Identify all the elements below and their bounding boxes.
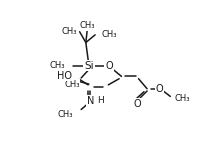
Text: O: O bbox=[133, 99, 140, 109]
Text: Si: Si bbox=[84, 61, 93, 71]
Text: CH₃: CH₃ bbox=[61, 27, 76, 36]
Text: CH₃: CH₃ bbox=[49, 61, 65, 70]
Text: CH₃: CH₃ bbox=[101, 30, 116, 39]
Text: HO: HO bbox=[57, 71, 72, 81]
Text: O: O bbox=[155, 84, 162, 94]
Text: N: N bbox=[86, 96, 94, 106]
Text: CH₃: CH₃ bbox=[174, 94, 189, 103]
Text: CH₃: CH₃ bbox=[79, 21, 95, 30]
Text: H: H bbox=[96, 96, 103, 105]
Text: CH₃: CH₃ bbox=[58, 110, 73, 119]
Text: O: O bbox=[105, 61, 112, 71]
Text: CH₃: CH₃ bbox=[64, 80, 79, 89]
